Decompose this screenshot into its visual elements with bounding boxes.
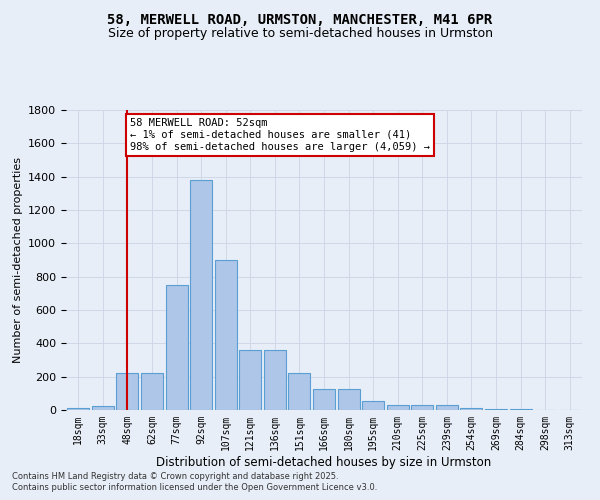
Bar [190,180,212,410]
Bar [289,372,310,410]
Bar [509,409,532,410]
Bar [116,372,139,410]
Bar [313,389,335,410]
Bar [460,408,482,410]
Bar [215,260,237,410]
Bar [166,285,188,410]
Bar [141,372,163,410]
Bar [264,350,286,410]
Bar [362,401,384,410]
Bar [436,405,458,410]
Text: 58 MERWELL ROAD: 52sqm
← 1% of semi-detached houses are smaller (41)
98% of semi: 58 MERWELL ROAD: 52sqm ← 1% of semi-deta… [130,118,430,152]
Text: 58, MERWELL ROAD, URMSTON, MANCHESTER, M41 6PR: 58, MERWELL ROAD, URMSTON, MANCHESTER, M… [107,12,493,26]
Bar [239,350,262,410]
Bar [411,405,433,410]
Bar [386,405,409,410]
Bar [92,406,114,410]
Bar [485,409,507,410]
Text: Size of property relative to semi-detached houses in Urmston: Size of property relative to semi-detach… [107,28,493,40]
Y-axis label: Number of semi-detached properties: Number of semi-detached properties [13,157,23,363]
X-axis label: Distribution of semi-detached houses by size in Urmston: Distribution of semi-detached houses by … [157,456,491,468]
Text: Contains HM Land Registry data © Crown copyright and database right 2025.: Contains HM Land Registry data © Crown c… [12,472,338,481]
Text: Contains public sector information licensed under the Open Government Licence v3: Contains public sector information licen… [12,484,377,492]
Bar [67,408,89,410]
Bar [338,389,359,410]
